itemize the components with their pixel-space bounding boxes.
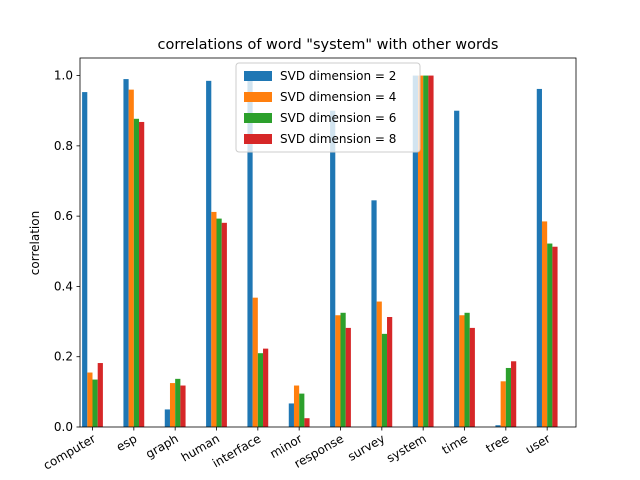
bars-group xyxy=(82,75,558,428)
bar-computer-series-3 xyxy=(92,379,98,427)
bar-esp-series-2 xyxy=(128,89,134,427)
bar-user-series-1 xyxy=(536,88,542,428)
bar-time-series-3 xyxy=(464,312,470,427)
bar-time-series-2 xyxy=(459,315,465,427)
bar-tree-series-3 xyxy=(505,367,512,427)
bar-minor-series-2 xyxy=(293,385,300,427)
bar-system-series-3 xyxy=(423,75,429,427)
bar-human-series-2 xyxy=(211,211,217,427)
x-tick-label: time xyxy=(440,431,470,457)
bar-human-series-1 xyxy=(206,80,212,427)
bar-graph-series-4 xyxy=(180,385,186,427)
y-tick-label: 0.4 xyxy=(54,279,73,293)
bar-graph-series-2 xyxy=(169,383,176,427)
bar-survey-series-1 xyxy=(371,200,377,427)
y-tick-label: 0.0 xyxy=(54,420,73,434)
bar-interface-series-3 xyxy=(257,353,264,427)
y-tick-label: 1.0 xyxy=(54,69,73,83)
bar-interface-series-2 xyxy=(252,297,258,427)
plot-frame xyxy=(79,57,577,428)
bar-minor-series-4 xyxy=(304,418,310,427)
x-tick-label: user xyxy=(523,431,553,456)
bar-computer-series-1 xyxy=(82,92,88,427)
bar-system-series-4 xyxy=(428,75,434,427)
bar-human-series-3 xyxy=(216,218,222,427)
legend-label: SVD dimension = 2 xyxy=(280,69,396,83)
x-tick-label: survey xyxy=(345,431,387,463)
bar-survey-series-2 xyxy=(376,301,382,427)
y-axis-ticks: 0.0 0.2 0.4 0.6 0.8 1.0 xyxy=(54,69,80,434)
legend-label: SVD dimension = 6 xyxy=(280,111,396,125)
bar-time-series-1 xyxy=(454,110,460,428)
bar-tree-series-2 xyxy=(500,381,506,427)
bar-interface-series-1 xyxy=(247,75,253,427)
x-tick-label: esp xyxy=(114,431,139,454)
bar-tree-series-4 xyxy=(511,361,517,427)
bar-esp-series-3 xyxy=(133,118,140,428)
bar-system-series-2 xyxy=(417,75,424,427)
bar-graph-series-1 xyxy=(164,409,170,427)
bar-computer-series-4 xyxy=(97,363,103,427)
legend-label: SVD dimension = 8 xyxy=(280,132,396,146)
bar-esp-series-4 xyxy=(139,121,145,428)
x-tick-label: tree xyxy=(483,431,511,455)
x-tick-label: system xyxy=(384,431,429,465)
x-tick-label: computer xyxy=(41,431,98,472)
legend: SVD dimension = 2 SVD dimension = 4 SVD di… xyxy=(235,62,421,153)
legend-swatch xyxy=(244,134,272,144)
legend-swatch xyxy=(244,92,272,102)
bar-response-series-1 xyxy=(330,110,336,428)
legend-label: SVD dimension = 4 xyxy=(280,90,396,104)
bar-user-series-2 xyxy=(541,221,548,427)
y-tick-label: 0.2 xyxy=(54,350,73,364)
y-tick-label: 0.8 xyxy=(54,139,73,153)
bar-esp-series-1 xyxy=(123,79,129,427)
bar-minor-series-1 xyxy=(288,403,294,427)
bar-human-series-4 xyxy=(221,222,227,427)
bar-interface-series-4 xyxy=(263,348,269,427)
bar-response-series-4 xyxy=(345,327,351,427)
bar-tree-series-1 xyxy=(495,425,501,427)
bar-survey-series-4 xyxy=(387,317,393,427)
bar-graph-series-3 xyxy=(175,378,181,427)
x-tick-label: graph xyxy=(143,431,180,461)
y-axis-label: correlation xyxy=(28,211,42,275)
bar-response-series-3 xyxy=(340,312,346,427)
chart-title: correlations of word "system" with other… xyxy=(158,37,499,53)
bar-survey-series-3 xyxy=(381,333,388,427)
bar-minor-series-3 xyxy=(299,393,305,427)
legend-box xyxy=(235,62,421,153)
legend-swatch xyxy=(244,71,272,81)
y-tick-label: 0.6 xyxy=(54,209,73,223)
bar-user-series-4 xyxy=(552,246,558,427)
bar-system-series-1 xyxy=(412,75,418,427)
bar-time-series-4 xyxy=(469,327,475,427)
bar-user-series-3 xyxy=(547,243,553,427)
legend-swatch xyxy=(244,113,272,123)
bar-response-series-2 xyxy=(335,315,341,427)
bar-computer-series-2 xyxy=(87,372,93,427)
